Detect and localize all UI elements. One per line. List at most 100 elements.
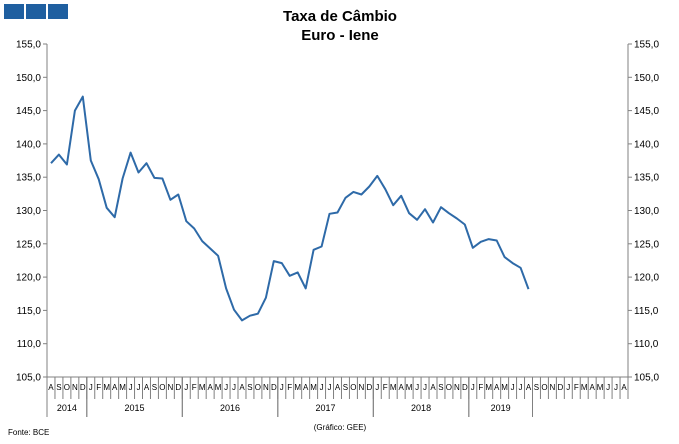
month-tick-label: M	[406, 383, 413, 392]
logo	[4, 4, 68, 19]
y-tick-label-right: 110,0	[634, 339, 659, 350]
month-tick-label: D	[557, 383, 563, 392]
y-tick-label-right: 140,0	[634, 139, 659, 150]
month-tick-label: M	[597, 383, 604, 392]
month-tick-label: J	[471, 383, 475, 392]
logo-block	[48, 4, 68, 19]
month-tick-label: J	[129, 383, 133, 392]
month-tick-label: F	[287, 383, 292, 392]
month-tick-label: J	[415, 383, 419, 392]
month-tick-label: J	[328, 383, 332, 392]
month-tick-label: M	[215, 383, 222, 392]
year-tick-label: 2019	[491, 403, 511, 413]
data-series	[50, 95, 530, 322]
y-tick-label-right: 150,0	[634, 73, 659, 84]
month-tick-label: J	[224, 383, 228, 392]
month-tick-label: F	[478, 383, 483, 392]
month-tick-label: A	[239, 383, 245, 392]
month-tick-label: M	[119, 383, 126, 392]
month-tick-label: O	[350, 383, 356, 392]
month-tick-label: A	[494, 383, 500, 392]
series-line	[50, 95, 530, 322]
month-tick-label: M	[390, 383, 397, 392]
chart-subtitle: Euro - Iene	[301, 27, 379, 44]
month-tick-label: N	[263, 383, 269, 392]
month-tick-label: A	[526, 383, 532, 392]
month-tick-label: J	[606, 383, 610, 392]
month-tick-label: A	[303, 383, 309, 392]
month-tick-label: S	[343, 383, 348, 392]
y-tick-label-left: 140,0	[16, 139, 41, 150]
month-tick-label: N	[72, 383, 78, 392]
month-tick-label: O	[64, 383, 70, 392]
y-tick-label-left: 110,0	[17, 339, 42, 350]
month-tick-label: A	[48, 383, 54, 392]
y-tick-label-right: 125,0	[634, 239, 659, 250]
month-tick-label: F	[383, 383, 388, 392]
year-tick-label: 2016	[220, 403, 240, 413]
y-tick-label-left: 155,0	[16, 40, 41, 51]
year-tick-label: 2017	[316, 403, 336, 413]
source-note: Fonte: BCE	[8, 428, 49, 437]
month-tick-label: D	[271, 383, 277, 392]
month-tick-label: S	[247, 383, 252, 392]
month-tick-label: F	[192, 383, 197, 392]
month-tick-label: S	[534, 383, 539, 392]
month-tick-label: J	[137, 383, 141, 392]
y-tick-label-left: 135,0	[16, 173, 41, 184]
month-tick-label: M	[103, 383, 110, 392]
month-tick-label: S	[56, 383, 61, 392]
month-tick-label: S	[438, 383, 443, 392]
month-tick-label: D	[175, 383, 181, 392]
y-tick-label-right: 120,0	[634, 273, 659, 284]
y-tick-label-left: 130,0	[16, 206, 41, 217]
y-tick-label-right: 130,0	[634, 206, 659, 217]
axes: 105,0 105,0 110,0 110,0 115,0 115,0 120,0 120,0…	[16, 40, 659, 417]
month-tick-label: M	[485, 383, 492, 392]
month-tick-label: J	[320, 383, 324, 392]
month-tick-label: J	[566, 383, 570, 392]
month-tick-label: M	[199, 383, 206, 392]
month-tick-label: A	[335, 383, 341, 392]
y-tick-label-right: 115,0	[634, 306, 659, 317]
year-tick-label: 2018	[411, 403, 431, 413]
month-tick-label: J	[89, 383, 93, 392]
month-tick-label: J	[511, 383, 515, 392]
month-tick-label: J	[519, 383, 523, 392]
y-tick-label-left: 145,0	[16, 106, 41, 117]
month-tick-label: O	[255, 383, 261, 392]
month-tick-label: N	[167, 383, 173, 392]
month-tick-label: O	[541, 383, 547, 392]
month-tick-label: M	[501, 383, 508, 392]
y-tick-label-left: 105,0	[16, 373, 41, 384]
month-tick-label: F	[574, 383, 579, 392]
month-tick-label: A	[144, 383, 150, 392]
month-tick-label: A	[207, 383, 213, 392]
month-tick-label: O	[446, 383, 452, 392]
month-tick-label: M	[294, 383, 301, 392]
month-tick-label: A	[590, 383, 596, 392]
month-tick-label: D	[462, 383, 468, 392]
month-tick-label: M	[581, 383, 588, 392]
y-tick-label-left: 125,0	[16, 239, 41, 250]
month-tick-label: A	[398, 383, 404, 392]
y-tick-label-right: 145,0	[634, 106, 659, 117]
month-tick-label: M	[310, 383, 317, 392]
y-tick-label-right: 135,0	[634, 173, 659, 184]
chart-title: Taxa de Câmbio	[283, 8, 397, 25]
month-tick-label: N	[454, 383, 460, 392]
month-tick-label: J	[375, 383, 379, 392]
month-tick-label: O	[159, 383, 165, 392]
year-tick-label: 2015	[125, 403, 145, 413]
month-tick-label: N	[358, 383, 364, 392]
y-tick-label-left: 115,0	[17, 306, 42, 317]
month-tick-label: N	[549, 383, 555, 392]
logo-block	[4, 4, 24, 19]
year-tick-label: 2014	[57, 403, 77, 413]
month-tick-label: S	[152, 383, 157, 392]
y-tick-label-right: 105,0	[634, 373, 659, 384]
month-tick-label: J	[232, 383, 236, 392]
logo-block	[26, 4, 46, 19]
credit-note: (Gráfico: GEE)	[314, 423, 367, 432]
